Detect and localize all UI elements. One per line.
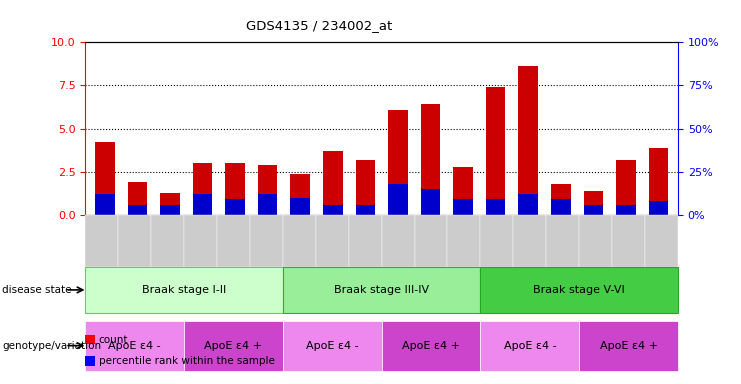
Bar [95, 142, 115, 215]
Text: count: count [99, 335, 128, 345]
Text: ApoE ε4 -: ApoE ε4 - [503, 341, 556, 351]
Bar [551, 184, 571, 215]
Bar [127, 205, 147, 215]
Text: disease state: disease state [2, 285, 72, 295]
Bar [258, 165, 277, 215]
Bar [648, 148, 668, 215]
Bar [225, 163, 245, 215]
Bar [616, 160, 636, 215]
Bar [95, 194, 115, 215]
Bar [127, 182, 147, 215]
Bar [388, 184, 408, 215]
Bar [453, 200, 473, 215]
Text: ApoE ε4 +: ApoE ε4 + [599, 341, 657, 351]
Bar [648, 201, 668, 215]
Text: ApoE ε4 +: ApoE ε4 + [402, 341, 460, 351]
Bar [519, 194, 538, 215]
Text: ApoE ε4 -: ApoE ε4 - [108, 341, 161, 351]
Bar [323, 205, 342, 215]
Bar [486, 200, 505, 215]
Text: Braak stage V-VI: Braak stage V-VI [534, 285, 625, 295]
Bar [551, 200, 571, 215]
Text: Braak stage I-II: Braak stage I-II [142, 285, 226, 295]
Bar [388, 110, 408, 215]
Bar [519, 66, 538, 215]
Bar [616, 205, 636, 215]
Text: percentile rank within the sample: percentile rank within the sample [99, 356, 274, 366]
Bar [421, 104, 440, 215]
Text: Braak stage III-IV: Braak stage III-IV [334, 285, 429, 295]
Bar [258, 194, 277, 215]
Bar [160, 193, 179, 215]
Text: ApoE ε4 -: ApoE ε4 - [306, 341, 359, 351]
Text: ApoE ε4 +: ApoE ε4 + [205, 341, 262, 351]
Bar [584, 205, 603, 215]
Bar [290, 198, 310, 215]
Bar [486, 87, 505, 215]
Bar [453, 167, 473, 215]
Bar [225, 200, 245, 215]
Bar [356, 205, 375, 215]
Bar [193, 194, 212, 215]
Bar [584, 191, 603, 215]
Text: GDS4135 / 234002_at: GDS4135 / 234002_at [245, 19, 392, 32]
Bar [421, 189, 440, 215]
Bar [323, 151, 342, 215]
Bar [356, 160, 375, 215]
Text: genotype/variation: genotype/variation [2, 341, 102, 351]
Bar [290, 174, 310, 215]
Bar [160, 205, 179, 215]
Bar [193, 163, 212, 215]
